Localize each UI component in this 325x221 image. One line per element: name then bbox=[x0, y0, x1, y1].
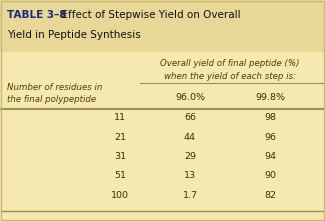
Text: 21: 21 bbox=[114, 133, 126, 141]
Text: 98: 98 bbox=[264, 113, 276, 122]
Text: 29: 29 bbox=[184, 152, 196, 161]
Text: when the yield of each step is:: when the yield of each step is: bbox=[164, 72, 296, 81]
Text: 13: 13 bbox=[184, 171, 196, 181]
Text: 94: 94 bbox=[264, 152, 276, 161]
Text: 1.7: 1.7 bbox=[183, 191, 198, 200]
Text: Number of residues in: Number of residues in bbox=[7, 83, 102, 92]
Text: 100: 100 bbox=[111, 191, 129, 200]
Text: Effect of Stepwise Yield on Overall: Effect of Stepwise Yield on Overall bbox=[55, 10, 240, 20]
Text: 96.0%: 96.0% bbox=[175, 93, 205, 102]
Text: 66: 66 bbox=[184, 113, 196, 122]
Bar bbox=[0, 0, 325, 52]
Text: 31: 31 bbox=[114, 152, 126, 161]
Text: 11: 11 bbox=[114, 113, 126, 122]
Text: 51: 51 bbox=[114, 171, 126, 181]
Text: Overall yield of final peptide (%): Overall yield of final peptide (%) bbox=[160, 59, 300, 68]
Text: TABLE 3–8: TABLE 3–8 bbox=[7, 10, 67, 20]
Text: 96: 96 bbox=[264, 133, 276, 141]
Text: 44: 44 bbox=[184, 133, 196, 141]
Text: 82: 82 bbox=[264, 191, 276, 200]
Text: Yield in Peptide Synthesis: Yield in Peptide Synthesis bbox=[7, 30, 141, 40]
Text: 99.8%: 99.8% bbox=[255, 93, 285, 102]
Text: the final polypeptide: the final polypeptide bbox=[7, 95, 96, 104]
Text: 90: 90 bbox=[264, 171, 276, 181]
